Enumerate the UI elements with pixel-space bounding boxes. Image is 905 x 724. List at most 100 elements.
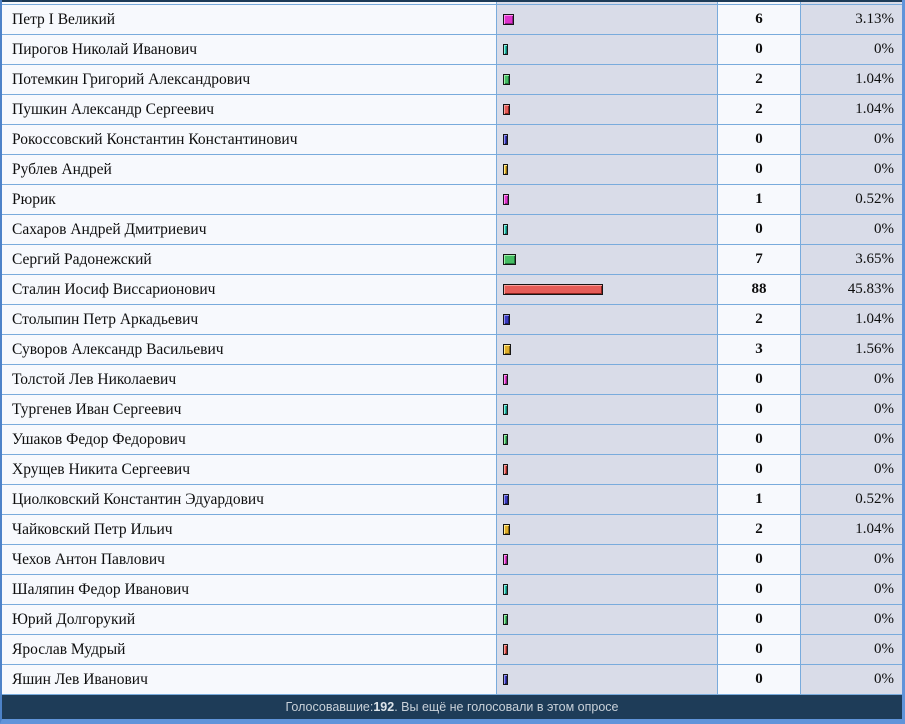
table-top-edge — [2, 0, 902, 2]
candidate-name: Рюрик — [2, 185, 496, 214]
vote-bar-blue — [503, 494, 509, 505]
candidate-name: Рублев Андрей — [2, 155, 496, 184]
poll-row: Хрущев Никита Сергеевич 0 0% — [2, 454, 902, 484]
vote-count: 6 — [717, 5, 800, 34]
poll-row: Столыпин Петр Аркадьевич 2 1.04% — [2, 304, 902, 334]
vote-percent: 1.04% — [800, 305, 902, 334]
vote-bar-cell — [496, 95, 717, 124]
vote-count: 0 — [717, 215, 800, 244]
poll-row: Сергий Радонежский 7 3.65% — [2, 244, 902, 274]
vote-count: 0 — [717, 575, 800, 604]
vote-percent: 3.13% — [800, 5, 902, 34]
poll-row: Чехов Антон Павлович 0 0% — [2, 544, 902, 574]
vote-count: 0 — [717, 35, 800, 64]
vote-bar-cell — [496, 245, 717, 274]
poll-row: Юрий Долгорукий 0 0% — [2, 604, 902, 634]
vote-count: 0 — [717, 125, 800, 154]
candidate-name: Пирогов Николай Иванович — [2, 35, 496, 64]
candidate-name: Потемкин Григорий Александрович — [2, 65, 496, 94]
vote-percent: 0.52% — [800, 485, 902, 514]
vote-bar-cell — [496, 65, 717, 94]
vote-bar-blue — [503, 314, 510, 325]
vote-percent: 1.56% — [800, 335, 902, 364]
vote-bar-cell — [496, 635, 717, 664]
vote-count: 0 — [717, 665, 800, 694]
vote-count: 0 — [717, 545, 800, 574]
vote-percent: 0% — [800, 545, 902, 574]
vote-bar-blue — [503, 674, 508, 685]
footer-suffix: . Вы ещё не голосовали в этом опросе — [394, 700, 619, 714]
vote-percent: 0% — [800, 455, 902, 484]
vote-bar-cell — [496, 485, 717, 514]
vote-count: 0 — [717, 425, 800, 454]
candidate-name: Сахаров Андрей Дмитриевич — [2, 215, 496, 244]
candidate-name: Ушаков Федор Федорович — [2, 425, 496, 454]
poll-row: Циолковский Константин Эдуардович 1 0.52… — [2, 484, 902, 514]
vote-percent: 0% — [800, 125, 902, 154]
vote-bar-teal — [503, 404, 508, 415]
vote-bar-blue — [503, 134, 508, 145]
poll-row: Шаляпин Федор Иванович 0 0% — [2, 574, 902, 604]
candidate-name: Яшин Лев Иванович — [2, 665, 496, 694]
sliver-percent-cell — [800, 2, 902, 4]
vote-count: 0 — [717, 455, 800, 484]
poll-row: Сталин Иосиф Виссарионович 88 45.83% — [2, 274, 902, 304]
vote-bar-cell — [496, 395, 717, 424]
vote-bar-cell — [496, 305, 717, 334]
vote-bar-magenta — [503, 194, 509, 205]
vote-count: 88 — [717, 275, 800, 304]
vote-percent: 0% — [800, 575, 902, 604]
vote-count: 2 — [717, 305, 800, 334]
vote-bar-yellow — [503, 164, 508, 175]
candidate-name: Сергий Радонежский — [2, 245, 496, 274]
poll-row: Чайковский Петр Ильич 2 1.04% — [2, 514, 902, 544]
poll-row: Яшин Лев Иванович 0 0% — [2, 664, 902, 694]
vote-count: 7 — [717, 245, 800, 274]
vote-percent: 45.83% — [800, 275, 902, 304]
vote-percent: 0% — [800, 635, 902, 664]
candidate-name: Чехов Антон Павлович — [2, 545, 496, 574]
vote-percent: 0% — [800, 665, 902, 694]
vote-count: 1 — [717, 185, 800, 214]
sliver-bar-cell — [496, 2, 717, 4]
poll-row: Тургенев Иван Сергеевич 0 0% — [2, 394, 902, 424]
vote-percent: 1.04% — [800, 95, 902, 124]
vote-bar-cell — [496, 365, 717, 394]
candidate-name: Чайковский Петр Ильич — [2, 515, 496, 544]
candidate-name: Хрущев Никита Сергеевич — [2, 455, 496, 484]
candidate-name: Юрий Долгорукий — [2, 605, 496, 634]
voters-label: Голосовавшие: — [285, 700, 374, 714]
vote-count: 2 — [717, 515, 800, 544]
vote-count: 2 — [717, 65, 800, 94]
vote-count: 0 — [717, 605, 800, 634]
candidate-name: Пушкин Александр Сергеевич — [2, 95, 496, 124]
vote-percent: 0% — [800, 425, 902, 454]
poll-row: Ярослав Мудрый 0 0% — [2, 634, 902, 664]
vote-bar-cell — [496, 455, 717, 484]
vote-percent: 0% — [800, 395, 902, 424]
poll-row: Петр I Великий 6 3.13% — [2, 4, 902, 34]
vote-bar-cell — [496, 515, 717, 544]
poll-rows: Петр I Великий 6 3.13% Пирогов Николай И… — [2, 4, 902, 694]
vote-bar-teal — [503, 224, 508, 235]
vote-count: 0 — [717, 395, 800, 424]
sliver-name-cell — [2, 2, 496, 4]
vote-bar-cell — [496, 5, 717, 34]
vote-percent: 3.65% — [800, 245, 902, 274]
vote-bar-red — [503, 644, 508, 655]
candidate-name: Толстой Лев Николаевич — [2, 365, 496, 394]
poll-row: Рокоссовский Константин Константинович 0… — [2, 124, 902, 154]
vote-bar-cell — [496, 335, 717, 364]
vote-percent: 0% — [800, 365, 902, 394]
candidate-name: Циолковский Константин Эдуардович — [2, 485, 496, 514]
candidate-name: Ярослав Мудрый — [2, 635, 496, 664]
vote-bar-red — [503, 104, 510, 115]
vote-percent: 0% — [800, 155, 902, 184]
vote-bar-cell — [496, 425, 717, 454]
candidate-name: Рокоссовский Константин Константинович — [2, 125, 496, 154]
vote-percent: 0% — [800, 215, 902, 244]
vote-bar-cell — [496, 215, 717, 244]
candidate-name: Шаляпин Федор Иванович — [2, 575, 496, 604]
vote-percent: 0% — [800, 605, 902, 634]
